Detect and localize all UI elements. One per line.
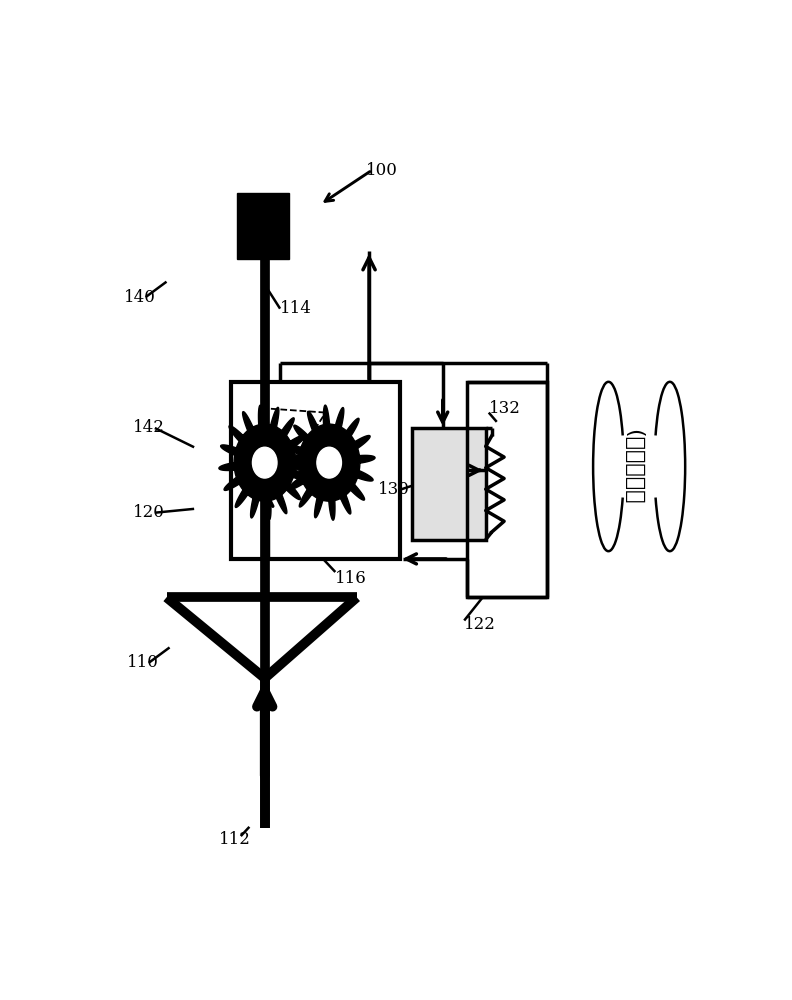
- Circle shape: [253, 447, 277, 478]
- Text: 120: 120: [133, 504, 165, 521]
- Polygon shape: [219, 405, 310, 520]
- Text: 112: 112: [219, 831, 250, 848]
- Text: 140: 140: [124, 289, 155, 306]
- Bar: [412, 428, 485, 540]
- Text: 130: 130: [379, 481, 410, 498]
- Circle shape: [317, 447, 341, 478]
- Text: 142: 142: [133, 420, 165, 436]
- Polygon shape: [284, 405, 375, 520]
- Text: 114: 114: [280, 300, 312, 317]
- Text: 122: 122: [464, 616, 496, 633]
- Bar: [231, 382, 400, 559]
- Text: 110: 110: [127, 654, 158, 671]
- Text: 116: 116: [335, 570, 367, 587]
- Bar: [467, 382, 547, 597]
- Bar: [237, 193, 289, 259]
- Text: (现有技术）: (现有技术）: [623, 429, 643, 504]
- Text: 132: 132: [489, 400, 520, 417]
- Text: 100: 100: [366, 162, 398, 179]
